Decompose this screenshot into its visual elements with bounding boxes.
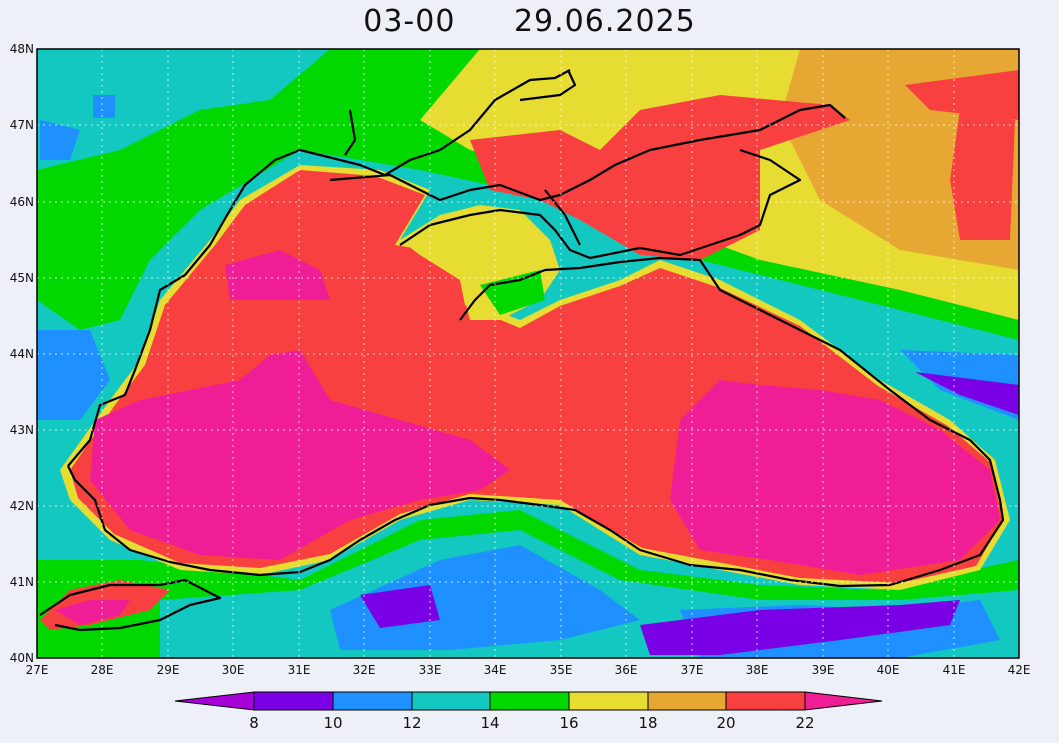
map-frame: [36, 48, 1020, 659]
colorbar-tick: 8: [249, 714, 259, 732]
colorbar-tick: 14: [480, 714, 499, 732]
lat-label: 47N: [10, 118, 34, 132]
lat-label: 44N: [10, 347, 34, 361]
longitude-labels: 27E 28E 29E 30E 31E 32E 33E 34E 35E 36E …: [26, 663, 1031, 677]
lon-label: 36E: [615, 663, 638, 677]
lon-label: 27E: [26, 663, 49, 677]
colorbar-tick: 12: [402, 714, 421, 732]
colorbar-under-arrow: [174, 691, 255, 711]
lon-label: 40E: [877, 663, 900, 677]
lon-label: 33E: [419, 663, 442, 677]
lon-label: 29E: [157, 663, 180, 677]
lon-label: 32E: [353, 663, 376, 677]
lat-label: 45N: [10, 271, 34, 285]
lat-label: 46N: [10, 195, 34, 209]
lon-label: 34E: [484, 663, 507, 677]
graticule: [37, 49, 1019, 658]
colorbar-tick: 10: [323, 714, 342, 732]
lat-label: 48N: [10, 42, 34, 56]
lon-label: 41E: [943, 663, 966, 677]
lon-label: 42E: [1008, 663, 1031, 677]
colorbar-bin: [253, 691, 334, 711]
lat-label: 40N: [10, 651, 34, 665]
colorbar-over-arrow: [804, 691, 883, 711]
lat-label: 43N: [10, 423, 34, 437]
colorbar-bin: [332, 691, 413, 711]
colorbar-tick: 16: [559, 714, 578, 732]
lon-label: 37E: [681, 663, 704, 677]
lon-label: 28E: [91, 663, 114, 677]
lon-label: 39E: [812, 663, 835, 677]
map-title: 03-00 29.06.2025: [0, 4, 1059, 39]
lon-label: 31E: [288, 663, 311, 677]
lat-label: 42N: [10, 499, 34, 513]
time-label: 03-00: [363, 4, 456, 39]
colorbar-tick: 20: [716, 714, 735, 732]
colorbar-bin: [489, 691, 570, 711]
lat-label: 41N: [10, 575, 34, 589]
lon-label: 35E: [550, 663, 573, 677]
colorbar-bin: [647, 691, 727, 711]
colorbar-tick: 18: [638, 714, 657, 732]
colorbar: [174, 691, 883, 711]
colorbar-bin: [411, 691, 491, 711]
colorbar-ticks: 8 10 12 14 16 18 20 22: [249, 714, 814, 732]
latitude-labels: 48N 47N 46N 45N 44N 43N 42N 41N 40N: [10, 42, 34, 665]
colorbar-bin: [568, 691, 649, 711]
lon-label: 38E: [746, 663, 769, 677]
lon-label: 30E: [222, 663, 245, 677]
temperature-field: [37, 49, 1019, 658]
colorbar-tick: 22: [795, 714, 814, 732]
colorbar-bin: [725, 691, 806, 711]
date-label: 29.06.2025: [513, 4, 696, 39]
